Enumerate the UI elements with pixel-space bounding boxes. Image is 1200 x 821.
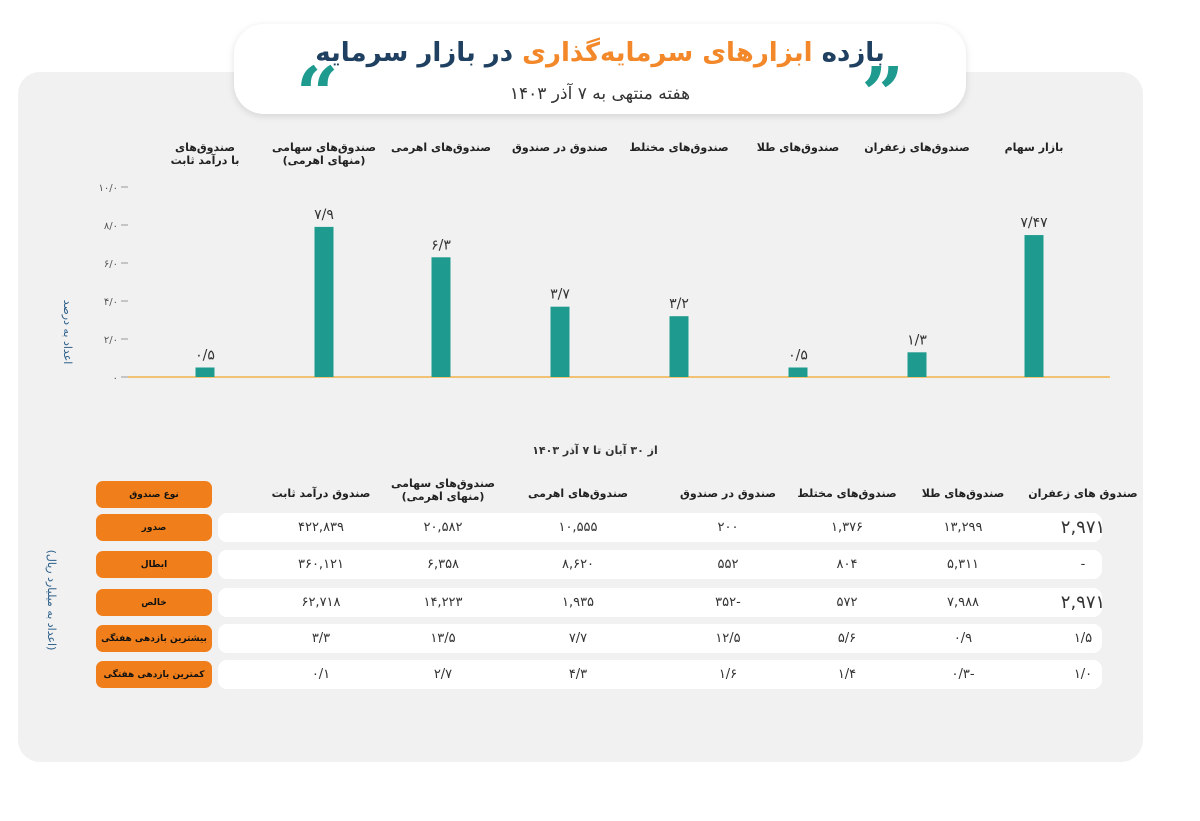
bar <box>550 306 570 377</box>
bar-value-label: ۳/۷ <box>550 287 570 303</box>
table-cell: ۱/۶ <box>718 667 738 682</box>
table-cell: ۶,۳۵۸ <box>426 557 460 572</box>
table-cell: ۴/۳ <box>568 667 588 682</box>
table-cell: ۷/۷ <box>568 631 588 646</box>
table-column-header: صندوق درآمد ثابت <box>271 487 371 500</box>
table-cell: ۸,۶۲۰ <box>561 557 595 572</box>
table-cell: ۱/۰ <box>1073 667 1093 682</box>
bar-value-label: ۶/۳ <box>431 237 451 253</box>
bar <box>195 367 215 377</box>
table-column-header: صندوق‌های اهرمی <box>528 487 628 500</box>
table-cell: ۱۳/۵ <box>430 631 456 646</box>
x-category-label: صندوق‌های سهامی <box>272 141 376 154</box>
table-cell: ۱۴,۲۲۳ <box>423 595 463 610</box>
table-cell: ۲/۷ <box>433 667 453 682</box>
table-cell: ۱۰,۵۵۵ <box>558 520 598 535</box>
table-row-label: خالص <box>96 589 212 616</box>
table-column-header: صندوق‌های طلا <box>921 487 1005 500</box>
table-row-label: کمترین بازدهی هفتگی <box>96 661 212 688</box>
bar <box>669 316 689 377</box>
table-cell: ۲۰۰ <box>717 520 739 535</box>
y-tick-label: ۲/۰ <box>104 335 118 346</box>
table-cell: ۱/۴ <box>837 667 857 682</box>
table-cell: ۱/۵ <box>1073 631 1093 646</box>
title-part-1: بازده <box>821 38 885 68</box>
table-cell: ۲۰,۵۸۲ <box>423 520 463 535</box>
bar-value-label: ۷/۹ <box>314 207 334 223</box>
table-cell: ۱,۳۷۶ <box>830 520 864 535</box>
quote-open-icon: “ <box>296 52 339 138</box>
bar <box>1024 235 1044 377</box>
bar <box>314 226 334 377</box>
page-title: بازده ابزارهای سرمایه‌گذاری در بازار سرم… <box>234 38 966 68</box>
table-cell: ۵,۳۱۱ <box>946 557 980 572</box>
table-column-header: صندوق در صندوق <box>680 487 776 500</box>
bar <box>431 257 451 377</box>
y-tick-label: ۸/۰ <box>104 221 118 232</box>
x-category-label: صندوق‌های زعفران <box>864 141 970 154</box>
table-row-label: بیشترین بازدهی هفتگی <box>96 625 212 652</box>
chart-period: از ۳۰ آبان تا ۷ آذر ۱۴۰۳ <box>532 444 658 457</box>
table-row-label: ابطال <box>96 551 212 578</box>
table-cell: ۳۶۰,۱۲۱ <box>297 557 345 572</box>
bar-value-label: ۷/۴۷ <box>1020 215 1048 231</box>
x-category-label: صندوق‌های طلا <box>757 141 840 154</box>
y-tick-label: ۴/۰ <box>104 297 118 308</box>
x-category-label: صندوق در صندوق <box>512 141 608 154</box>
table-cell: ۵/۶ <box>837 631 857 646</box>
table-row-label: صدور <box>96 514 212 541</box>
x-category-label: با درآمد ثابت <box>171 153 240 167</box>
x-category-label: بازار سهام <box>1005 141 1064 154</box>
table-cell: ۷,۹۸۸ <box>946 595 980 610</box>
bar-value-label: ۳/۲ <box>669 296 689 312</box>
table-row <box>218 660 1102 689</box>
y-tick-label: ۱۰/۰ <box>99 183 118 194</box>
y-tick-label: ۰ <box>113 373 118 384</box>
table-column-header: صندوق‌های سهامی (منهای اهرمی) <box>391 477 495 504</box>
table-cell: ۵۵۲ <box>717 557 739 572</box>
title-box: “ ” بازده ابزارهای سرمایه‌گذاری در بازار… <box>234 24 966 132</box>
y-tick-label: ۶/۰ <box>104 259 118 270</box>
y-axis-label: اعداد به درصد <box>61 300 74 365</box>
table-row <box>218 550 1102 579</box>
table-row <box>218 624 1102 653</box>
page-subtitle: هفته منتهی به ۷ آذر ۱۴۰۳ <box>509 84 691 104</box>
table-column-header: صندوق‌های مختلط <box>797 487 897 500</box>
bar-chart: ۰ ۲/۰ ۴/۰ ۶/۰ ۸/۰ ۱۰/۰ اعداد به درصد ۰/۵ صندوق‌ه… <box>61 141 1110 384</box>
x-category-label: صندوق‌های مختلط <box>629 141 728 154</box>
bar <box>907 352 927 377</box>
x-category-label: صندوق‌های اهرمی <box>391 141 491 154</box>
table-cell: ۳/۳ <box>311 631 331 646</box>
table-cell: -۰/۳ <box>951 667 975 682</box>
table-cell: ۱۲/۵ <box>715 631 741 646</box>
table-header-label: نوع صندوق <box>96 481 212 508</box>
table-cell: - <box>1080 557 1086 572</box>
x-category-label: (منهای اهرمی) <box>283 154 366 167</box>
table-column-header: صندوق های زعفران <box>1028 487 1138 500</box>
table-row <box>218 588 1102 617</box>
table-cell: ۵۷۲ <box>836 595 858 610</box>
bar-value-label: ۰/۵ <box>195 348 215 364</box>
bar-value-label: ۱/۳ <box>907 332 927 348</box>
table-cell: ۰/۹ <box>953 631 973 646</box>
table-ylabel: (اعداد به میلیارد ریال) <box>45 549 58 651</box>
quote-close-icon: ” <box>861 52 904 138</box>
table-cell: ۱۳,۲۹۹ <box>943 520 983 535</box>
table-cell: ۴۲۲,۸۳۹ <box>297 520 345 535</box>
table-cell: ۲,۹۷۱ <box>1060 517 1106 538</box>
table-row <box>218 513 1102 542</box>
title-part-2: ابزارهای سرمایه‌گذاری <box>522 38 813 68</box>
bar-value-label: ۰/۵ <box>788 348 808 364</box>
table-cell: ۸۰۴ <box>836 557 858 572</box>
table-cell: ۲,۹۷۱ <box>1060 592 1106 613</box>
x-category-label: صندوق‌های <box>175 141 235 154</box>
table-cell: -۳۵۲ <box>715 595 741 610</box>
bar <box>788 367 808 377</box>
table-cell: ۶۲,۷۱۸ <box>301 595 341 610</box>
table-cell: ۰/۱ <box>311 667 331 682</box>
table-cell: ۱,۹۳۵ <box>561 595 595 610</box>
title-part-3: در بازار سرمایه <box>315 38 514 68</box>
